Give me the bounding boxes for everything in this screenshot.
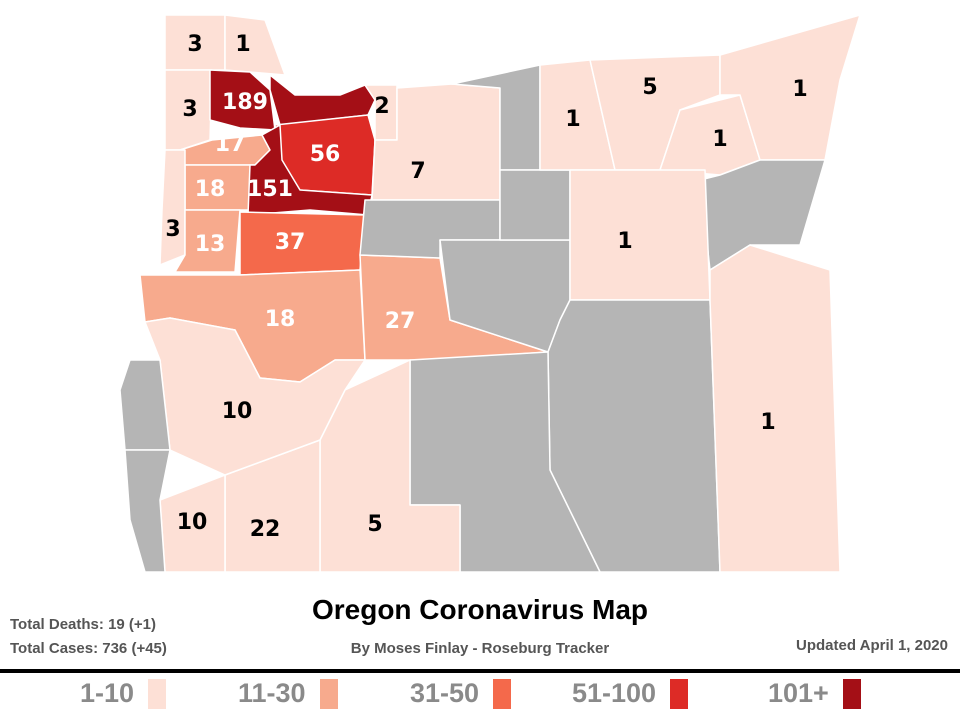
county bbox=[247, 124, 373, 216]
legend-item-51-100: 51-100 bbox=[572, 678, 689, 709]
legend-swatch bbox=[493, 678, 512, 709]
legend-swatch bbox=[148, 678, 167, 709]
county-case-count: 3 bbox=[182, 97, 197, 122]
total-cases: Total Cases: 736 (+45) bbox=[10, 640, 167, 657]
county-case-count: 1 bbox=[565, 107, 580, 132]
county-case-count: 10 bbox=[222, 399, 253, 424]
county-case-count: 1 bbox=[792, 77, 807, 102]
county-case-count: 56 bbox=[310, 142, 341, 167]
legend-label: 31-50 bbox=[410, 678, 480, 708]
county-case-count: 13 bbox=[195, 232, 226, 257]
legend-label: 11-30 bbox=[238, 678, 306, 708]
divider bbox=[0, 669, 960, 673]
legend-swatch bbox=[319, 678, 338, 709]
county bbox=[159, 149, 186, 266]
legend-item-11-30: 11-30 bbox=[238, 678, 338, 709]
county-case-count: 1 bbox=[617, 229, 632, 254]
county-case-count: 1 bbox=[712, 127, 727, 152]
legend: 1-10 11-30 31-50 51-100 101+ bbox=[0, 678, 960, 714]
county-case-count: 27 bbox=[385, 309, 416, 334]
county-case-count: 5 bbox=[367, 512, 382, 537]
total-deaths: Total Deaths: 19 (+1) bbox=[10, 616, 157, 633]
county-case-count: 189 bbox=[222, 90, 268, 115]
county-case-count: 18 bbox=[265, 307, 296, 332]
county-case-count: 3 bbox=[187, 32, 202, 57]
legend-label: 1-10 bbox=[80, 678, 135, 708]
legend-swatch bbox=[842, 678, 861, 709]
county-case-count: 2 bbox=[374, 94, 389, 119]
county bbox=[319, 359, 461, 573]
county-case-count: 1 bbox=[235, 32, 250, 57]
legend-item-1-10: 1-10 bbox=[80, 678, 167, 709]
county-no-cases bbox=[499, 169, 571, 241]
legend-item-31-50: 31-50 bbox=[410, 678, 512, 709]
county-case-count: 10 bbox=[177, 510, 208, 535]
county-case-count: 151 bbox=[247, 177, 293, 202]
county-case-count: 7 bbox=[410, 159, 425, 184]
legend-label: 101+ bbox=[768, 678, 829, 708]
county bbox=[224, 14, 286, 76]
county-case-count: 22 bbox=[250, 517, 281, 542]
county-case-count: 18 bbox=[195, 177, 226, 202]
county-case-count: 5 bbox=[642, 75, 657, 100]
county bbox=[569, 169, 711, 301]
county-case-count: 3 bbox=[165, 217, 180, 242]
county bbox=[174, 209, 241, 273]
byline: By Moses Finlay - Roseburg Tracker bbox=[350, 640, 610, 657]
county-no-cases bbox=[124, 449, 171, 573]
legend-label: 51-100 bbox=[572, 678, 657, 708]
map-title: Oregon Coronavirus Map bbox=[311, 594, 649, 625]
county-case-count: 37 bbox=[275, 230, 306, 255]
county-case-count: 134 bbox=[299, 72, 345, 97]
county-case-count: 17 bbox=[215, 132, 246, 157]
legend-swatch bbox=[670, 678, 689, 709]
county bbox=[709, 244, 841, 573]
updated-date: Updated April 1, 2020 bbox=[796, 637, 948, 654]
county-case-count: 1 bbox=[760, 410, 775, 435]
legend-item-101-plus: 101+ bbox=[768, 678, 861, 709]
